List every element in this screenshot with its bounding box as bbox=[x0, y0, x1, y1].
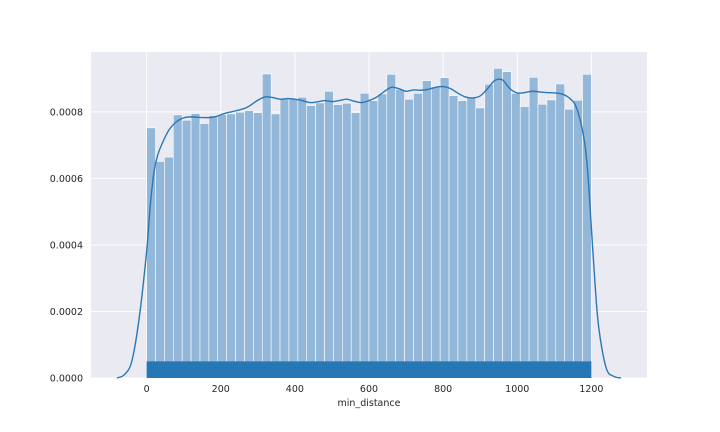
histogram-bar bbox=[430, 86, 441, 379]
histogram-bar bbox=[457, 100, 468, 379]
histogram-bar bbox=[190, 113, 201, 379]
histogram-bar bbox=[404, 98, 414, 379]
y-tick-label: 0.0000 bbox=[50, 374, 83, 385]
histogram-bar bbox=[199, 123, 210, 379]
histogram-bar bbox=[448, 95, 459, 379]
histogram-bar bbox=[555, 83, 566, 379]
x-axis-ticks: 0 200 400 600 800 1000 1200 bbox=[144, 384, 604, 395]
histogram-bar bbox=[439, 77, 450, 379]
histogram-bars bbox=[146, 68, 592, 379]
histogram-bar bbox=[342, 102, 352, 379]
histogram-bar bbox=[155, 161, 165, 379]
histogram-bar bbox=[475, 107, 485, 379]
histogram-bar bbox=[386, 73, 396, 379]
x-tick-label: 800 bbox=[434, 384, 452, 395]
kde-curve bbox=[116, 78, 622, 379]
histogram-bar bbox=[279, 98, 290, 379]
histogram-bar bbox=[528, 76, 539, 379]
histogram-bar bbox=[306, 105, 316, 379]
histogram-bar bbox=[368, 100, 379, 379]
histogram-bar bbox=[181, 119, 192, 379]
kde-line bbox=[116, 78, 622, 379]
histogram-bar bbox=[564, 108, 574, 379]
y-tick-label: 0.0004 bbox=[50, 240, 83, 251]
histogram-bar bbox=[333, 104, 343, 379]
histogram-bar bbox=[573, 99, 583, 379]
histogram-bar bbox=[466, 96, 477, 379]
histogram-bar bbox=[350, 112, 361, 379]
x-tick-label: 200 bbox=[212, 384, 230, 395]
histogram-bar bbox=[244, 110, 254, 379]
histogram-bar bbox=[377, 93, 388, 379]
histogram-bar bbox=[413, 92, 423, 379]
x-tick-label: 600 bbox=[360, 384, 378, 395]
histogram-bar bbox=[395, 88, 405, 379]
histogram-bar bbox=[146, 127, 156, 379]
histogram-bar bbox=[546, 99, 557, 379]
histogram-bar bbox=[511, 92, 521, 379]
histogram-bar bbox=[582, 73, 592, 379]
rug-marks bbox=[146, 361, 592, 378]
histogram-bar bbox=[226, 113, 236, 379]
histogram-bar bbox=[270, 113, 281, 379]
histogram-bar bbox=[537, 103, 548, 379]
histogram-bar bbox=[164, 156, 174, 379]
y-tick-label: 0.0008 bbox=[50, 107, 83, 118]
y-tick-label: 0.0006 bbox=[50, 174, 83, 185]
histogram-bar bbox=[172, 114, 183, 379]
y-tick-label: 0.0002 bbox=[50, 307, 83, 318]
histogram-bar bbox=[235, 111, 245, 379]
x-tick-label: 1000 bbox=[505, 384, 529, 395]
histogram-bar bbox=[502, 71, 512, 379]
histogram-bar bbox=[422, 80, 432, 379]
histogram-bar bbox=[253, 112, 263, 379]
histogram-bar bbox=[324, 90, 334, 379]
histogram-bar bbox=[261, 73, 272, 379]
histogram-bar bbox=[484, 83, 494, 379]
histogram-bar bbox=[519, 106, 530, 379]
histogram-bar bbox=[297, 96, 308, 379]
x-axis-label: min_distance bbox=[338, 398, 401, 409]
histogram-bar bbox=[315, 102, 325, 379]
rug-plot bbox=[146, 361, 592, 378]
histogram-bar bbox=[208, 115, 219, 379]
histogram-bar bbox=[359, 92, 370, 379]
histogram-bar bbox=[288, 98, 299, 379]
histogram-bar bbox=[217, 114, 227, 379]
x-tick-label: 400 bbox=[286, 384, 304, 395]
y-axis-ticks: 0.0000 0.0002 0.0004 0.0006 0.0008 bbox=[50, 107, 83, 384]
histogram-bar bbox=[493, 68, 503, 379]
x-tick-label: 0 bbox=[144, 384, 150, 395]
x-tick-label: 1200 bbox=[579, 384, 603, 395]
